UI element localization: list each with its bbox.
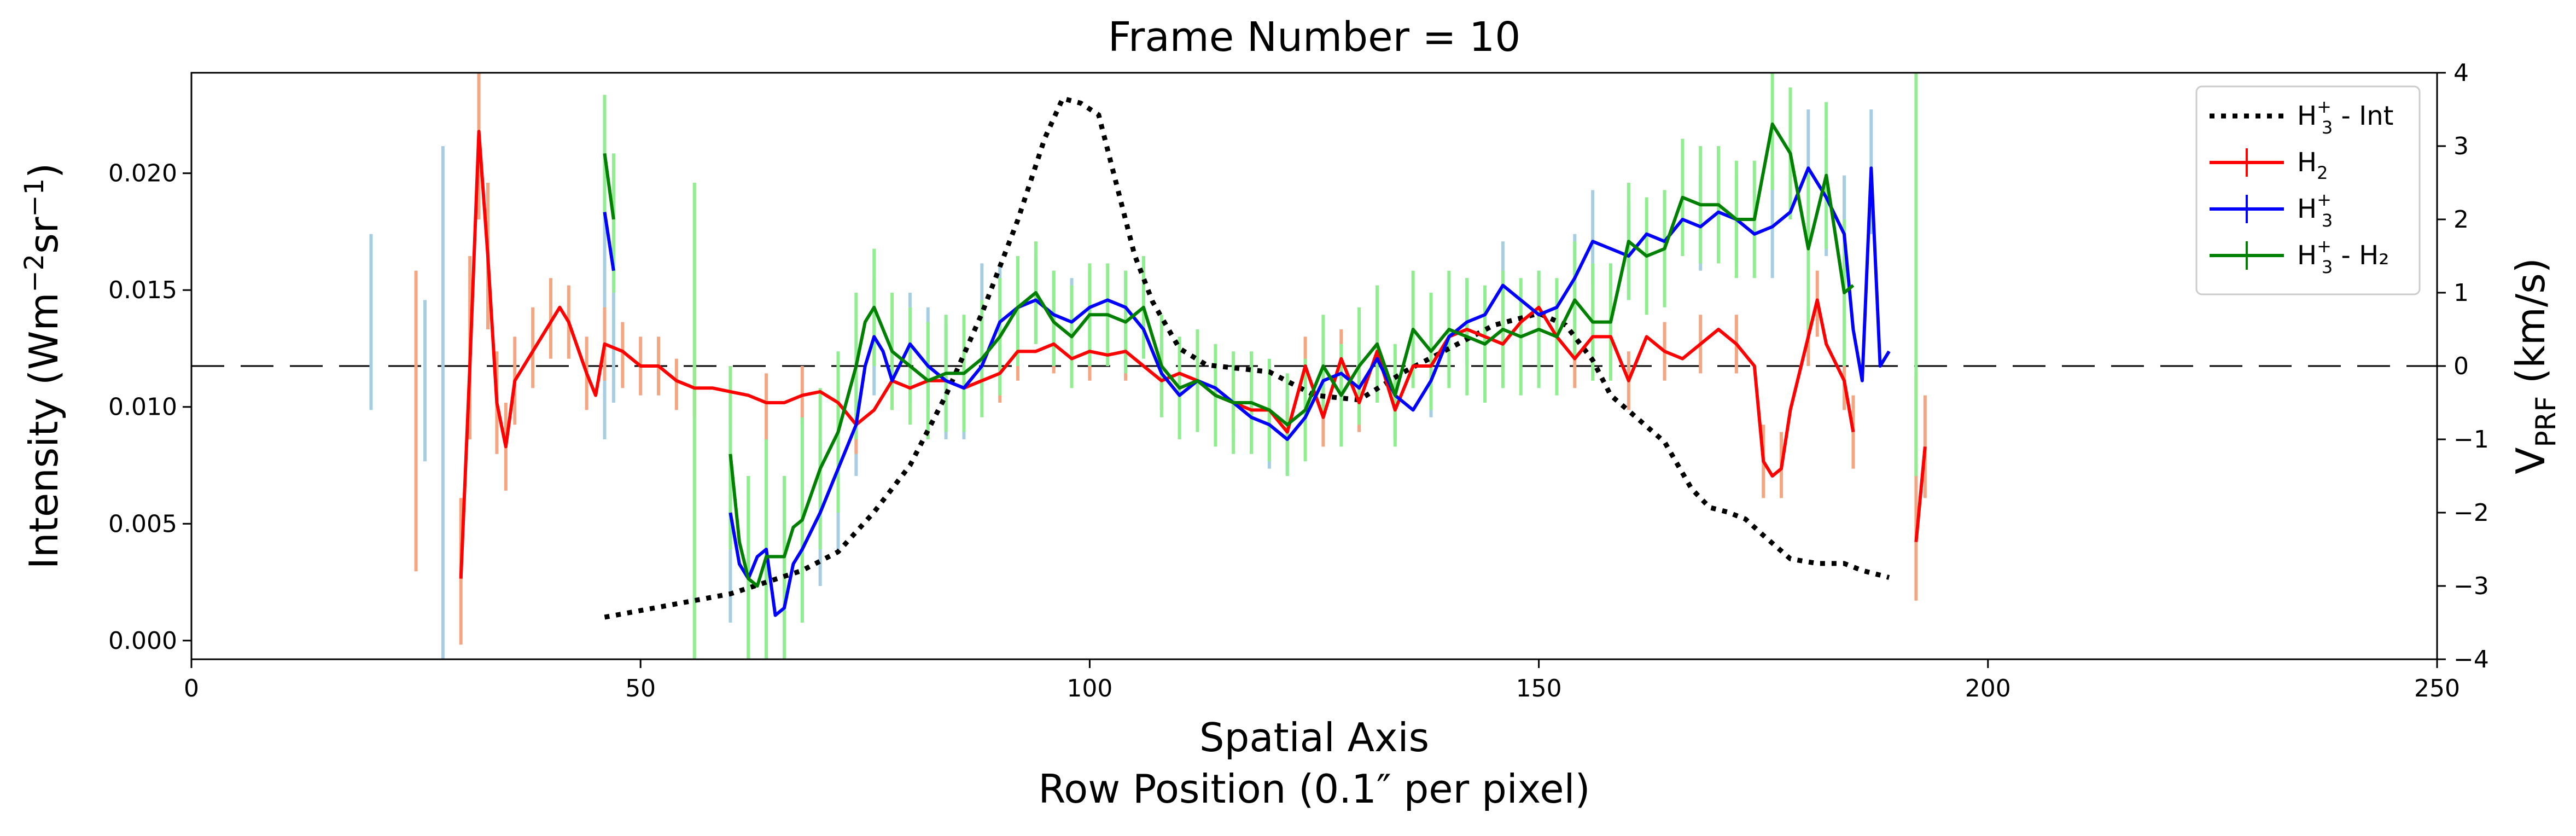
- left-axis-label-main: Intensity (Wm: [21, 293, 67, 570]
- right-tick-label: 1: [2453, 279, 2469, 307]
- series-line-h2: [459, 130, 1855, 579]
- left-axis-label-sup2: −1: [19, 178, 50, 217]
- left-tick-label: 0.015: [108, 276, 177, 304]
- legend-label-suffix: - Int: [2333, 101, 2393, 131]
- left-axis-label-mid: sr: [21, 217, 67, 254]
- legend-label-sup: +: [2317, 189, 2332, 210]
- legend-label-sub: 3: [2322, 257, 2333, 277]
- right-tick-label: 0: [2453, 352, 2469, 380]
- x-tick-label: 250: [2414, 675, 2460, 703]
- legend-label-int: H+ 3 - Int: [2297, 96, 2394, 138]
- chart-title: Frame Number = 10: [1108, 14, 1521, 61]
- left-axis-label-sup1: −2: [19, 254, 50, 293]
- left-axis-label: Intensity (Wm−2sr−1): [19, 163, 67, 569]
- legend-label-main: H: [2297, 101, 2317, 131]
- x-tick-label: 200: [1965, 675, 2011, 703]
- right-tick-label: 4: [2453, 59, 2469, 87]
- x-tick-label: 50: [625, 675, 656, 703]
- right-tick-label: −1: [2453, 426, 2489, 454]
- legend-label-main: H: [2297, 147, 2317, 178]
- x-tick-label: 100: [1066, 675, 1112, 703]
- legend-label-sup: +: [2317, 96, 2332, 117]
- legend-label-sub: 2: [2317, 162, 2328, 183]
- right-tick-label: 3: [2453, 132, 2469, 160]
- series-line-h2b: [1914, 446, 1927, 542]
- legend-box: [2195, 85, 2421, 295]
- left-tick-label: 0.005: [108, 510, 177, 538]
- legend-label-suffix: - H₂: [2333, 240, 2389, 271]
- left-tick-label: 0.020: [108, 160, 177, 188]
- right-axis-label: VPRF (km/s): [2508, 258, 2562, 474]
- legend-label-diff: H+ 3 - H₂: [2297, 236, 2389, 277]
- x-axis-ticks: 0 50 100 150 200 250: [184, 659, 2460, 703]
- right-tick-label: 2: [2453, 206, 2469, 234]
- series-line-int: [604, 96, 1890, 620]
- legend-label-main: H: [2297, 240, 2317, 271]
- x-tick-label: 150: [1516, 675, 1562, 703]
- x-axis-label-line1: Spatial Axis: [1199, 715, 1429, 760]
- x-axis-label-line2: Row Position (0.1″ per pixel): [1038, 766, 1590, 812]
- legend-label-h2: H2: [2297, 147, 2328, 183]
- right-axis-label-main: V: [2508, 448, 2554, 474]
- left-tick-label: 0.010: [108, 393, 177, 421]
- left-tick-label: 0.000: [108, 627, 177, 655]
- legend-label-sub: 3: [2322, 210, 2333, 231]
- right-axis-label-sub: PRF: [2530, 396, 2562, 448]
- legend-label-sub: 3: [2322, 117, 2333, 138]
- legend-label-main: H: [2297, 194, 2317, 224]
- left-axis-ticks: 0.000 0.005 0.010 0.015 0.020: [108, 160, 191, 655]
- right-tick-label: −2: [2453, 499, 2489, 527]
- legend-label-h3: H+ 3: [2297, 189, 2333, 231]
- series-line-diffb: [603, 153, 615, 220]
- x-tick-label: 0: [184, 675, 199, 703]
- right-tick-label: −4: [2453, 646, 2489, 674]
- right-axis-label-end: (km/s): [2508, 258, 2554, 396]
- right-axis-ticks: −4 −3 −2 −1 0 1 2 3 4: [2437, 59, 2489, 674]
- legend-label-sup: +: [2317, 236, 2332, 257]
- series-line-h3b: [603, 212, 615, 271]
- left-axis-label-end: ): [21, 163, 67, 178]
- right-tick-label: −3: [2453, 572, 2489, 600]
- series-line-h3: [728, 166, 1891, 617]
- series-lines: [459, 96, 1927, 620]
- series-line-diff: [728, 122, 1855, 588]
